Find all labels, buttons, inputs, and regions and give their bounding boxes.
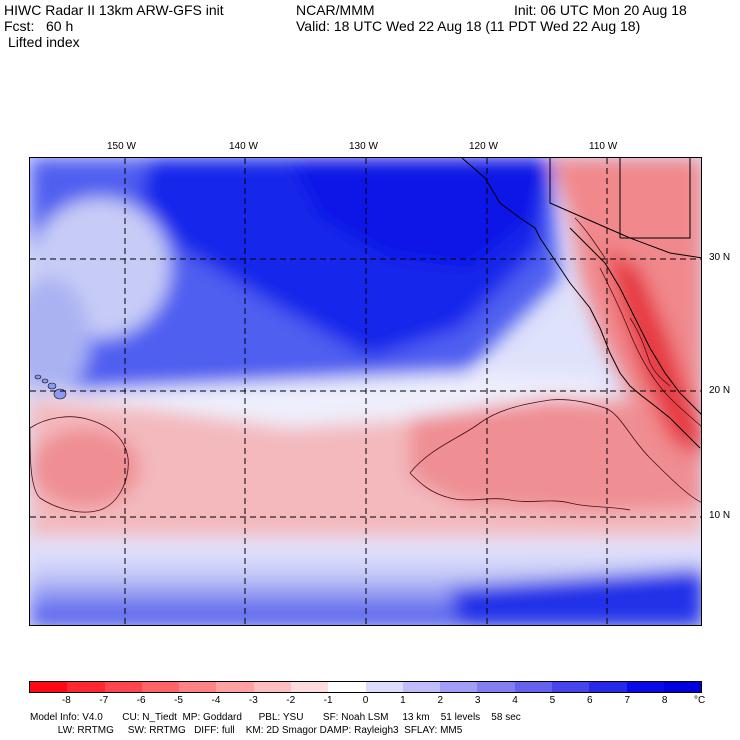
lon-tick-120w: 120 W xyxy=(469,141,498,152)
colorbar-swatch xyxy=(216,682,254,692)
colorbar-swatch xyxy=(365,682,403,692)
model-info-line2: LW: RRTMG SW: RRTMG DIFF: full KM: 2D Sm… xyxy=(30,725,463,736)
colorbar-tick-label: -3 xyxy=(248,695,258,706)
colorbar-tick-label: 1 xyxy=(400,695,406,706)
colorbar-tick-label: -6 xyxy=(136,695,146,706)
colorbar-swatch xyxy=(290,682,329,692)
colorbar-swatch xyxy=(328,682,366,692)
colorbar-tick-label: 6 xyxy=(587,695,593,706)
coastlines xyxy=(461,158,701,449)
colorbar-swatch xyxy=(30,682,68,692)
lon-tick-130w: 130 W xyxy=(349,141,378,152)
colorbar-tick-label: 5 xyxy=(549,695,556,706)
lon-tick-110w: 110 W xyxy=(589,141,618,152)
colorbar-tick-label: 0 xyxy=(362,695,369,706)
latlon-grid xyxy=(30,158,701,625)
model-title: HIWC Radar II 13km ARW-GFS init xyxy=(4,2,224,18)
colorbar-tick-label: -8 xyxy=(61,695,71,706)
colorbar-swatch xyxy=(589,682,627,692)
model-info-line1: Model Info: V4.0 CU: N_Tiedt MP: Goddard… xyxy=(30,712,521,723)
colorbar-swatch xyxy=(104,682,142,692)
field-name: Lifted index xyxy=(8,34,80,50)
contour-lines xyxy=(30,217,701,513)
colorbar-swatch xyxy=(626,682,664,692)
map-canvas xyxy=(30,158,701,625)
colorbar-tick-label: -5 xyxy=(174,695,183,706)
lon-tick-150w: 150 W xyxy=(107,141,136,152)
colorbar-tick-label: -2 xyxy=(286,695,296,706)
lat-tick-20n: 20 N xyxy=(709,385,731,396)
valid-time: Valid: 18 UTC Wed 22 Aug 18 (11 PDT Wed … xyxy=(296,18,641,34)
colorbar-tick-label: 8 xyxy=(661,695,668,706)
colorbar-swatch xyxy=(440,682,478,692)
colorbar-tick-label: 2 xyxy=(437,695,444,706)
colorbar-tick-label: -7 xyxy=(99,695,109,706)
lat-tick-10n: 10 N xyxy=(709,510,731,521)
colorbar-tick-label: -4 xyxy=(211,695,221,706)
colorbar-tick-label: 7 xyxy=(624,695,630,706)
lifted-index-map xyxy=(29,157,702,626)
colorbar-unit: °C xyxy=(694,695,706,706)
colorbar-swatch xyxy=(402,682,441,692)
colorbar-tick-label: 4 xyxy=(512,695,518,706)
colorbar-swatch xyxy=(179,682,217,692)
forecast-hour: Fcst: 60 h xyxy=(4,18,74,34)
colorbar-swatch xyxy=(67,682,105,692)
lon-tick-140w: 140 W xyxy=(229,141,258,152)
lat-tick-30n: 30 N xyxy=(709,252,731,263)
colorbar xyxy=(29,681,702,693)
colorbar-swatch xyxy=(141,682,180,692)
init-time: Init: 06 UTC Mon 20 Aug 18 xyxy=(514,2,687,18)
colorbar-swatch xyxy=(551,682,590,692)
colorbar-swatch xyxy=(663,682,702,692)
colorbar-swatch xyxy=(253,682,291,692)
colorbar-tick-label: 3 xyxy=(474,695,481,706)
colorbar-swatch xyxy=(514,682,552,692)
colorbar-tick-label: -1 xyxy=(323,695,333,706)
org-label: NCAR/MMM xyxy=(296,2,375,18)
colorbar-swatch xyxy=(477,682,515,692)
